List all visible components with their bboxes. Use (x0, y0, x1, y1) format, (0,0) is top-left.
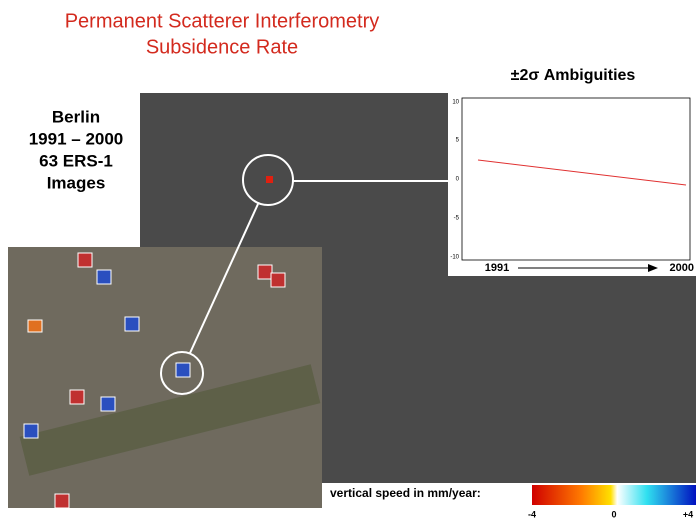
rail-tracks (19, 364, 321, 476)
colorbar-label: vertical speed in mm/year: (330, 486, 481, 500)
caption: 63 ERS-1 (39, 151, 113, 170)
caption: 1991 – 2000 (29, 129, 124, 148)
map-icons (27, 252, 286, 509)
inset-y-tick: -10 (450, 255, 459, 261)
time-arrow-head (648, 264, 658, 272)
inset-frame (461, 97, 691, 261)
title: Subsidence Rate (146, 36, 298, 58)
inset-panel (448, 62, 696, 276)
inset-x-start: 1991 (485, 262, 509, 274)
callouts (160, 154, 448, 395)
selected-point (266, 176, 273, 183)
colorbar-tick: -4 (528, 509, 536, 519)
inset-x-end: 2000 (670, 262, 694, 274)
trend-line (477, 159, 687, 186)
colorbar-tick: +4 (683, 509, 693, 519)
inset-y-tick: -5 (454, 216, 460, 222)
colorbar (532, 485, 696, 505)
colorbar-tick: 0 (611, 509, 616, 519)
inset-y-tick: 0 (456, 177, 460, 183)
map-icons (23, 269, 191, 439)
title: Permanent Scatterer Interferometry (65, 10, 380, 32)
inset-title: ±2σ Ambiguities (511, 67, 636, 84)
caption: Images (47, 173, 106, 192)
inset-y-tick: 5 (456, 138, 460, 144)
inset-y-tick: 10 (452, 100, 459, 106)
caption: Berlin (52, 107, 100, 126)
